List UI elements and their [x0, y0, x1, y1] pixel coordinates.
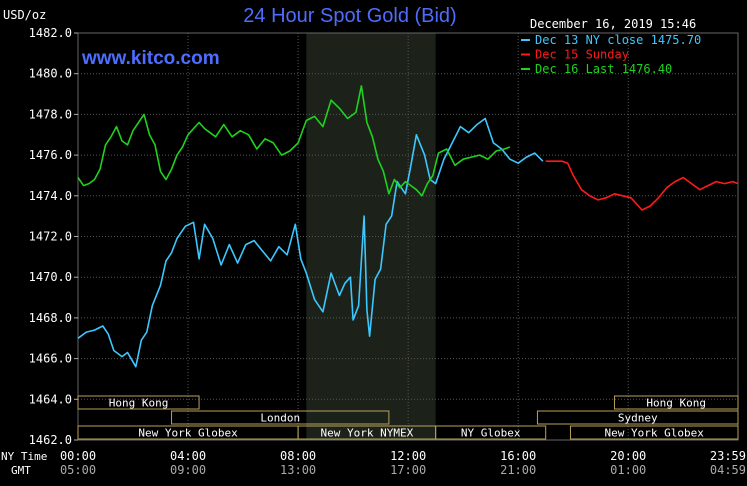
y-tick-label: 1482.0: [29, 26, 72, 40]
gmt-tick-label: 05:00: [60, 463, 96, 477]
gmt-tick-label: 09:00: [170, 463, 206, 477]
series-line-2: [77, 85, 511, 197]
y-axis-ticks: 1462.0 1464.0 1466.0 1468.0 1470.0 1472.0 1474…: [29, 26, 78, 447]
legend-label: Dec 16 Last 1476.40: [535, 62, 672, 76]
y-tick-label: 1466.0: [29, 352, 72, 366]
ny-tick-label: 23:59: [710, 449, 746, 463]
session-box: [171, 410, 390, 425]
timestamp: December 16, 2019 15:46: [530, 17, 696, 31]
ny-tick-label: 12:00: [390, 449, 426, 463]
grid-lines: [77, 32, 739, 441]
gmt-tick-label: 01:00: [610, 463, 646, 477]
session-box: [77, 395, 200, 410]
legend-label: Dec 13 NY close 1475.70: [535, 33, 701, 47]
ny-tick-label: 00:00: [60, 449, 96, 463]
y-tick-label: 1480.0: [29, 67, 72, 81]
y-tick-label: 1470.0: [29, 270, 72, 284]
y-tick-label: 1474.0: [29, 189, 72, 203]
ny-tick-label: 16:00: [500, 449, 536, 463]
session-label: New York Globex: [605, 427, 705, 440]
session-box: [536, 410, 739, 425]
gmt-tick-label: 13:00: [280, 463, 316, 477]
gmt-label: GMT: [11, 464, 31, 477]
y-tick-label: 1472.0: [29, 230, 72, 244]
chart-title: 24 Hour Spot Gold (Bid): [243, 5, 456, 27]
session-label: Hong Kong: [109, 397, 169, 410]
ny-tick-label: 20:00: [610, 449, 646, 463]
session-label: NY Globex: [461, 427, 521, 440]
y-tick-label: 1478.0: [29, 107, 72, 121]
ny-time-label: NY Time: [1, 450, 47, 463]
series-line-1: [545, 160, 739, 211]
y-tick-label: 1464.0: [29, 392, 72, 406]
market-session-bars: Hong Kong Hong Kong London Sydney New York G…: [77, 395, 739, 440]
session-box: [569, 425, 739, 440]
ny-tick-label: 04:00: [170, 449, 206, 463]
session-label: New York NYMEX: [321, 427, 414, 440]
kitco-watermark: www.kitco.com: [81, 48, 220, 69]
session-box: [613, 395, 739, 410]
session-label: New York Globex: [138, 427, 238, 440]
session-label: Sydney: [618, 412, 658, 425]
price-series: [77, 85, 739, 368]
y-tick-label: 1476.0: [29, 148, 72, 162]
session-box: [435, 425, 547, 440]
nymex-session-shading: [306, 33, 436, 440]
gmt-tick-label: 04:59: [710, 463, 746, 477]
gmt-tick-label: 17:00: [390, 463, 426, 477]
legend-label: Dec 15 Sunday: [535, 48, 629, 62]
session-label: London: [260, 412, 300, 425]
y-axis-unit: USD/oz: [3, 8, 46, 22]
y-tick-label: 1468.0: [29, 311, 72, 325]
session-label: Hong Kong: [646, 397, 706, 410]
gmt-tick-label: 21:00: [500, 463, 536, 477]
series-line-0: [77, 117, 544, 368]
y-tick-label: 1462.0: [29, 433, 72, 447]
shaded-region: [306, 33, 436, 440]
ny-tick-label: 08:00: [280, 449, 316, 463]
